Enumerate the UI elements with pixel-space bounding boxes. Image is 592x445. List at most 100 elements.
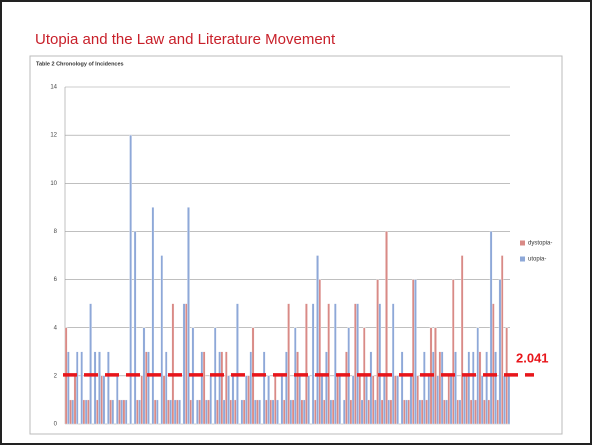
bar — [425, 399, 428, 425]
bar — [156, 399, 159, 425]
bar — [307, 375, 310, 425]
bar — [500, 255, 504, 425]
bar — [171, 303, 175, 425]
bar — [320, 375, 324, 425]
bar — [331, 399, 335, 425]
bar — [287, 303, 290, 425]
bar — [133, 231, 137, 425]
bar — [111, 399, 115, 425]
bar — [396, 375, 399, 425]
bar — [87, 399, 90, 425]
bar — [440, 351, 444, 425]
bar — [411, 279, 415, 425]
bar — [383, 375, 386, 425]
bar — [269, 399, 273, 425]
bar — [151, 207, 155, 425]
bar — [89, 303, 92, 425]
bar — [423, 351, 426, 425]
bar — [296, 351, 299, 425]
bar — [289, 399, 293, 425]
bar — [469, 399, 473, 425]
bar — [385, 231, 388, 425]
bar — [169, 399, 172, 425]
bar — [434, 327, 437, 425]
bar — [256, 399, 259, 425]
bar — [407, 399, 411, 425]
bar — [233, 399, 237, 425]
bar — [153, 399, 157, 425]
bar — [342, 399, 346, 425]
legend-swatch — [520, 256, 525, 262]
bar — [276, 399, 279, 425]
bar — [351, 375, 355, 425]
bar — [298, 375, 301, 425]
bar — [314, 399, 317, 425]
bar — [100, 375, 103, 425]
bar — [182, 303, 186, 425]
bar — [463, 375, 466, 425]
bar — [273, 375, 277, 425]
bar — [160, 255, 164, 425]
bar — [198, 399, 201, 425]
bar — [225, 351, 228, 425]
bar — [322, 399, 326, 425]
legend-swatch — [520, 240, 525, 246]
bar — [496, 399, 500, 425]
bar — [472, 351, 475, 425]
bar — [253, 399, 257, 425]
bar — [285, 351, 288, 425]
bar — [187, 207, 190, 425]
bar — [262, 351, 266, 425]
bar — [365, 375, 368, 425]
bar — [69, 399, 72, 425]
y-tick-label: 10 — [50, 181, 57, 187]
bar — [376, 279, 379, 425]
bar — [329, 399, 333, 425]
bar — [478, 351, 482, 425]
bar — [205, 399, 208, 425]
y-tick-label: 8 — [54, 229, 58, 235]
bar — [124, 399, 128, 425]
bar — [400, 351, 404, 425]
bar — [369, 351, 373, 425]
bar — [82, 399, 86, 425]
bar — [492, 303, 495, 425]
bar — [325, 351, 328, 425]
chart-frame — [29, 55, 563, 435]
bar — [336, 375, 339, 425]
bar — [356, 303, 359, 425]
bar — [414, 279, 417, 425]
bar — [358, 375, 362, 425]
bar — [485, 351, 488, 425]
bar — [480, 375, 484, 425]
bar — [80, 351, 83, 425]
bar — [378, 303, 382, 425]
bar — [84, 399, 88, 425]
y-tick-label: 4 — [54, 325, 58, 331]
bar — [403, 399, 406, 425]
bar — [207, 399, 210, 425]
bar — [173, 399, 177, 425]
bar — [447, 375, 451, 425]
bar — [122, 399, 126, 425]
bar — [202, 351, 206, 425]
bar — [229, 399, 233, 425]
bar — [311, 303, 315, 425]
bar — [93, 351, 97, 425]
bar — [354, 303, 357, 425]
bar — [451, 279, 455, 425]
bar — [222, 399, 226, 425]
bar — [178, 399, 181, 425]
bar — [98, 351, 101, 425]
y-tick-label: 0 — [54, 422, 58, 428]
bar — [436, 375, 439, 425]
bar — [164, 351, 168, 425]
bar — [109, 399, 112, 425]
bar — [318, 279, 322, 425]
bar — [162, 375, 166, 425]
bar — [367, 399, 370, 425]
bar — [242, 399, 246, 425]
bar — [167, 399, 170, 425]
bar — [498, 279, 502, 425]
bar — [349, 399, 353, 425]
